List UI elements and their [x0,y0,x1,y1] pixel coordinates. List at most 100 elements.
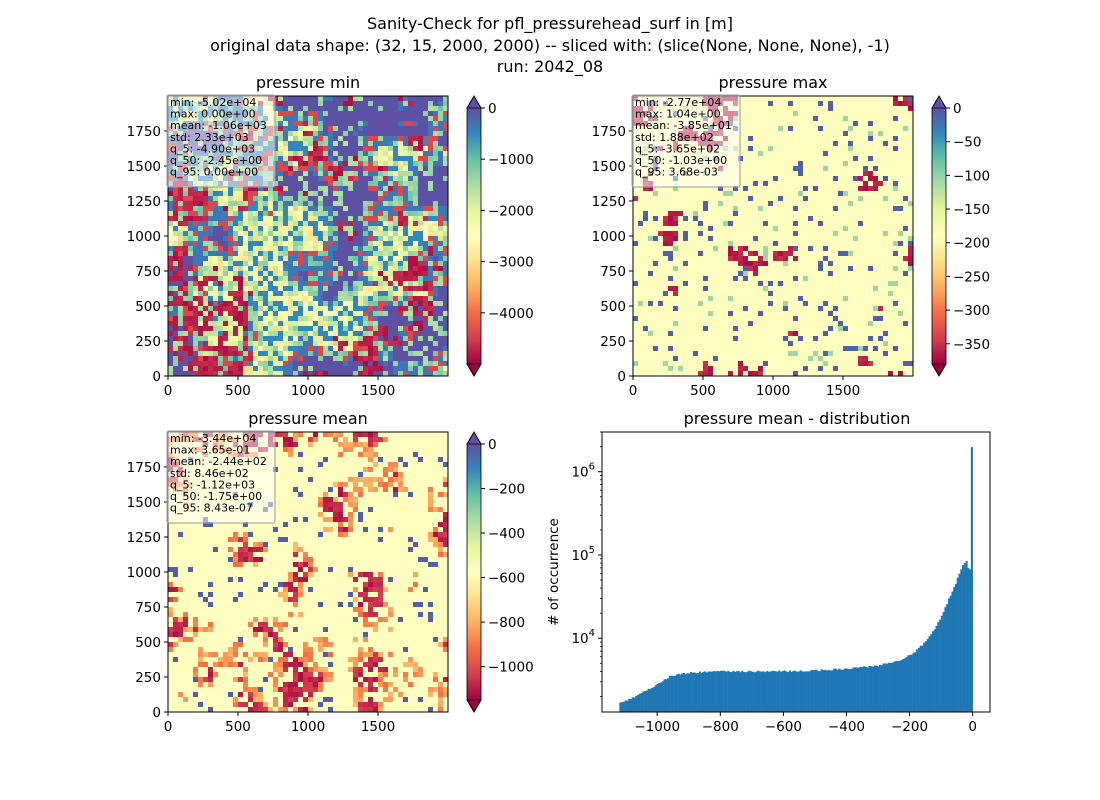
heatmap-cell [813,151,819,157]
heatmap-cell [378,176,384,182]
heatmap-cell [753,116,759,122]
heatmap-cell [883,96,889,102]
heatmap-cell [883,146,889,152]
heatmap-cell [288,236,294,242]
heatmap-cell [363,216,369,222]
heatmap-cell [418,296,424,302]
heatmap-cell [743,181,749,187]
heatmap-cell [888,141,894,147]
heatmap-cell [188,336,194,342]
heatmap-cell [263,346,269,352]
heatmap-cell [688,231,694,237]
heatmap-cell [203,331,209,337]
heatmap-cell [843,111,849,117]
heatmap-cell [168,296,174,302]
heatmap-cell [353,336,359,342]
heatmap-cell [363,336,369,342]
heatmap-cell [793,251,799,257]
heatmap-cell [418,111,424,117]
heatmap-cell [873,251,879,257]
heatmap-cell [408,271,414,277]
heatmap-cell [388,161,394,167]
heatmap-cell [298,256,304,262]
heatmap-cell [338,131,344,137]
heatmap-cell [333,276,339,282]
heatmap-cell [188,236,194,242]
heatmap-cell [338,316,344,322]
heatmap-cell [378,261,384,267]
heatmap-cell [893,121,899,127]
heatmap-cell [778,156,784,162]
heatmap-cell [308,306,314,312]
heatmap-cell [723,206,729,212]
heatmap-cell [388,256,394,262]
heatmap-cell [178,326,184,332]
heatmap-cell [233,291,239,297]
heatmap-cell [783,171,789,177]
heatmap-cell [893,111,899,117]
heatmap-cell [653,231,659,237]
heatmap-cell [338,326,344,332]
heatmap-cell [353,266,359,272]
heatmap-cell [363,226,369,232]
heatmap-cell [703,196,709,202]
heatmap-cell [823,236,829,242]
heatmap-cell [238,246,244,252]
heatmap-cell [338,351,344,357]
heatmap-cell [748,111,754,117]
heatmap-cell [878,191,884,197]
heatmap-cell [423,201,429,207]
heatmap-cell [373,101,379,107]
heatmap-cell [323,341,329,347]
heatmap-cell [388,281,394,287]
heatmap-cell [793,226,799,232]
heatmap-cell [753,136,759,142]
heatmap-cell [323,181,329,187]
heatmap-cell [193,241,199,247]
heatmap-cell [398,356,404,362]
heatmap-cell [688,186,694,192]
heatmap-cell [823,151,829,157]
heatmap-cell [718,231,724,237]
heatmap-cell [233,321,239,327]
heatmap-cell [883,231,889,237]
heatmap-cell [218,296,224,302]
heatmap-cell [268,231,274,237]
heatmap-cell [773,101,779,107]
heatmap-cell [423,306,429,312]
heatmap-cell [423,116,429,122]
heatmap-cell [343,271,349,277]
heatmap-cell [298,116,304,122]
heatmap-cell [393,201,399,207]
heatmap-cell [353,196,359,202]
heatmap-cell [433,146,439,152]
heatmap-cell [438,236,444,242]
heatmap-cell [328,231,334,237]
heatmap-cell [243,366,249,372]
heatmap-cell [408,301,414,307]
heatmap-cell [218,241,224,247]
heatmap-cell [853,156,859,162]
heatmap-cell [863,196,869,202]
heatmap-cell [218,351,224,357]
heatmap-cell [398,296,404,302]
heatmap-cell [763,236,769,242]
heatmap-cell [273,341,279,347]
heatmap-cell [333,171,339,177]
heatmap-cell [278,251,284,257]
heatmap-cell [278,231,284,237]
heatmap-cell [813,136,819,142]
heatmap-cell [378,306,384,312]
heatmap-cell [218,326,224,332]
heatmap-cell [428,351,434,357]
heatmap-cell [443,101,448,107]
heatmap-cell [903,171,909,177]
heatmap-cell [398,171,404,177]
heatmap-cell [788,176,794,182]
heatmap-cell [698,236,704,242]
heatmap-cell [373,181,379,187]
heatmap-cell [168,221,174,227]
heatmap-cell [433,261,439,267]
heatmap-cell [418,316,424,322]
heatmap-cell [343,121,349,127]
